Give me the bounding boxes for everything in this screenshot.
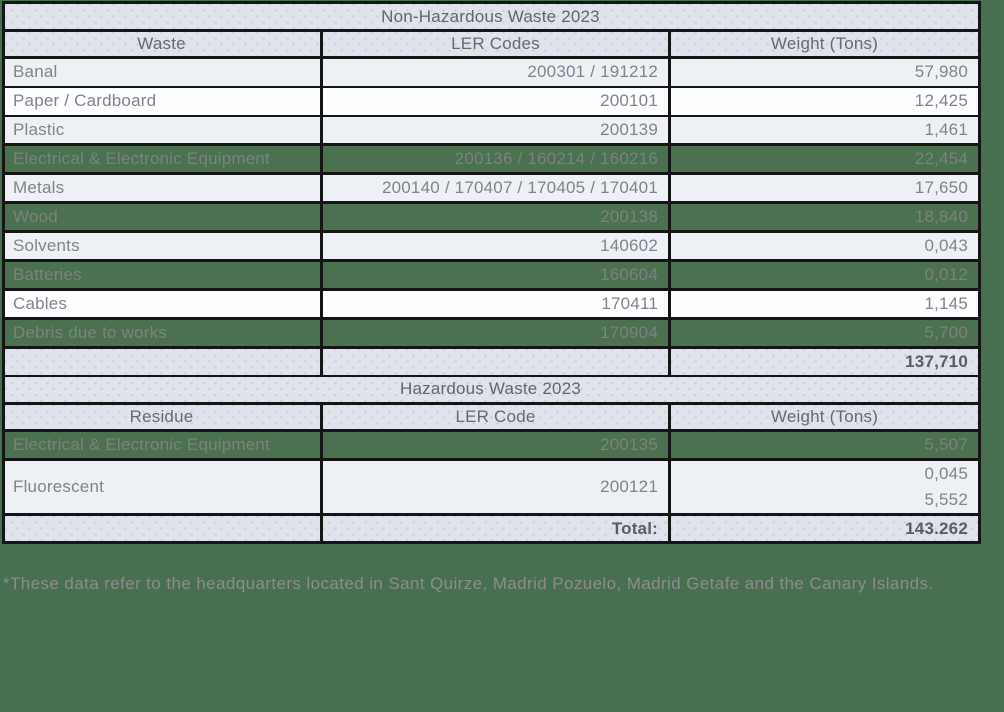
waste-name: Batteries [2,259,323,291]
ler-code: 200135 [320,429,671,461]
hazardous-header-row: Residue LER Code Weight (Tons) [2,402,981,432]
table-row-batteries: Batteries 160604 0,012 [2,259,981,291]
non-hazardous-title: Non-Hazardous Waste 2023 [2,1,981,32]
col-header-weight-tons: Weight (Tons) [668,29,981,59]
footnote-text: *These data refer to the headquarters lo… [3,574,934,593]
total-empty-cell [2,346,323,377]
col-header-ler-code: LER Code [320,402,671,432]
grand-total-label: Total: [320,513,671,544]
non-hazardous-total-value: 137,710 [668,346,981,377]
total-empty-cell [320,346,671,377]
ler-codes: 200136 / 160214 / 160216 [320,143,671,175]
waste-name: Wood [2,201,323,233]
non-hazardous-section-title-row: Non-Hazardous Waste 2023 [2,1,981,32]
weight-value: 5,507 [668,429,981,461]
col-header-waste: Waste [2,29,323,59]
residue-name: Fluorescent [2,458,323,516]
table-row-plastic: Plastic 200139 1,461 [2,114,981,146]
ler-codes: 200101 [320,85,671,117]
waste-name: Solvents [2,230,323,262]
weight-value: 57,980 [668,56,981,88]
hazardous-section-title-row: Hazardous Waste 2023 [2,374,981,405]
weight-value: 1,461 [668,114,981,146]
waste-name: Debris due to works [2,317,323,349]
table-row-cables: Cables 170411 1,145 [2,288,981,320]
weight-value: 0,012 [668,259,981,291]
ler-codes: 140602 [320,230,671,262]
table-row-electrical-electronic-equipment: Electrical & Electronic Equipment 200136… [2,143,981,175]
table-row-hazardous-electrical-electronic-equipment: Electrical & Electronic Equipment 200135… [2,429,981,461]
hazardous-title: Hazardous Waste 2023 [2,374,981,405]
table-row-metals: Metals 200140 / 170407 / 170405 / 170401… [2,172,981,204]
weight-value: 18,840 [668,201,981,233]
ler-codes: 200138 [320,201,671,233]
ler-codes: 170411 [320,288,671,320]
table-row-paper-cardboard: Paper / Cardboard 200101 12,425 [2,85,981,117]
waste-name: Plastic [2,114,323,146]
waste-name: Metals [2,172,323,204]
ler-codes: 200139 [320,114,671,146]
table-row-solvents: Solvents 140602 0,043 [2,230,981,262]
waste-name: Cables [2,288,323,320]
non-hazardous-total-row: 137,710 [2,346,981,377]
weight-value: 5,700 [668,317,981,349]
grand-total-value: 143.262 [668,513,981,544]
table-row-fluorescent: Fluorescent 200121 0,045 5,552 [2,458,981,516]
col-header-weight-tons-hazardous: Weight (Tons) [668,402,981,432]
waste-name: Electrical & Electronic Equipment [2,143,323,175]
weight-value: 17,650 [668,172,981,204]
waste-table: Non-Hazardous Waste 2023 Waste LER Codes… [2,1,981,544]
ler-codes: 160604 [320,259,671,291]
col-header-residue: Residue [2,402,323,432]
hazardous-total-row: Total: 143.262 [2,513,981,544]
weight-value: 1,145 [668,288,981,320]
total-empty-cell [2,513,323,544]
weight-line-2: 5,552 [924,490,968,509]
non-hazardous-header-row: Waste LER Codes Weight (Tons) [2,29,981,59]
residue-name: Electrical & Electronic Equipment [2,429,323,461]
weight-value: 0,043 [668,230,981,262]
ler-codes: 200140 / 170407 / 170405 / 170401 [320,172,671,204]
table-row-banal: Banal 200301 / 191212 57,980 [2,56,981,88]
weight-line-1: 0,045 [924,464,968,483]
ler-code: 200121 [320,458,671,516]
waste-name: Banal [2,56,323,88]
ler-codes: 200301 / 191212 [320,56,671,88]
weight-value: 22,454 [668,143,981,175]
table-row-debris-due-to-works: Debris due to works 170904 5,700 [2,317,981,349]
weight-value: 12,425 [668,85,981,117]
table-row-wood: Wood 200138 18,840 [2,201,981,233]
weight-value-multiline: 0,045 5,552 [668,458,981,516]
ler-codes: 170904 [320,317,671,349]
waste-name: Paper / Cardboard [2,85,323,117]
col-header-ler-codes: LER Codes [320,29,671,59]
